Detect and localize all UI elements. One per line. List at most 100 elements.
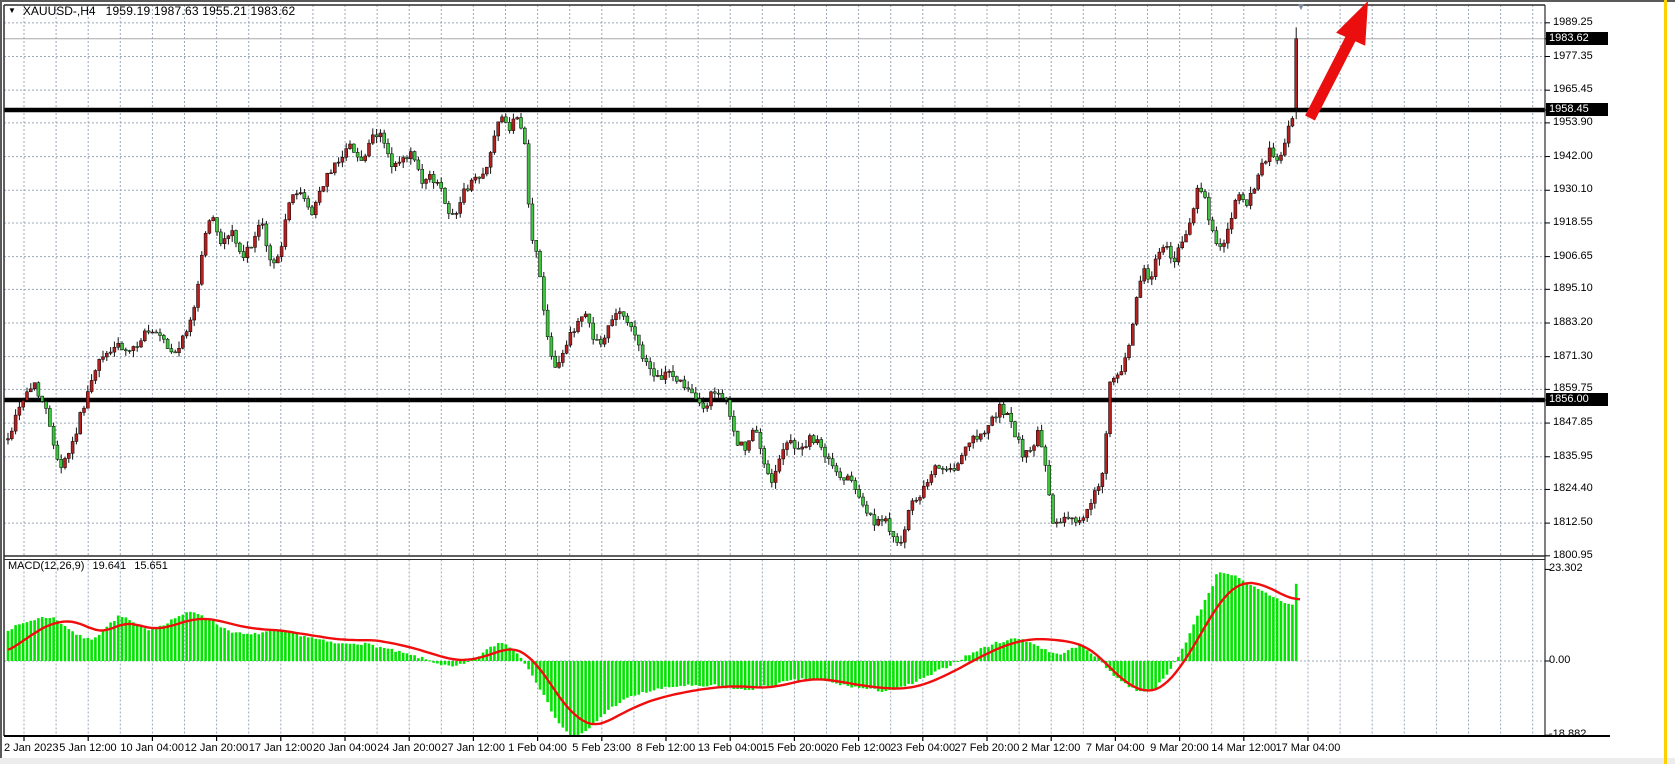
candle[interactable]: [572, 331, 576, 333]
candle[interactable]: [979, 433, 983, 440]
candle[interactable]: [1165, 246, 1169, 248]
candle[interactable]: [1051, 494, 1055, 524]
candle[interactable]: [1024, 450, 1029, 458]
candle[interactable]: [1233, 200, 1238, 219]
candle[interactable]: [112, 347, 117, 353]
candle[interactable]: [59, 459, 63, 468]
candle[interactable]: [675, 376, 679, 382]
candle[interactable]: [1009, 412, 1013, 422]
candle[interactable]: [154, 331, 158, 334]
arrow-shaft[interactable]: [1305, 31, 1358, 121]
candle[interactable]: [1138, 280, 1143, 298]
candle[interactable]: [1039, 430, 1044, 448]
candle[interactable]: [420, 168, 424, 184]
candle[interactable]: [644, 358, 649, 363]
candle[interactable]: [283, 219, 288, 247]
candle[interactable]: [1108, 381, 1112, 435]
candle[interactable]: [808, 435, 812, 447]
candle[interactable]: [1058, 521, 1063, 524]
candle[interactable]: [640, 344, 645, 359]
candle[interactable]: [1176, 247, 1181, 263]
candle[interactable]: [127, 350, 132, 352]
candle[interactable]: [827, 456, 831, 459]
candle[interactable]: [789, 440, 793, 444]
candle[interactable]: [203, 232, 208, 256]
candle[interactable]: [6, 438, 10, 441]
candle[interactable]: [526, 143, 531, 205]
candle[interactable]: [97, 359, 101, 371]
candle[interactable]: [139, 340, 143, 348]
candle[interactable]: [542, 276, 546, 311]
candle[interactable]: [929, 474, 934, 483]
candle[interactable]: [967, 442, 972, 448]
candle[interactable]: [173, 351, 177, 354]
candle[interactable]: [184, 331, 189, 337]
candle[interactable]: [682, 379, 687, 389]
candle[interactable]: [1131, 323, 1135, 346]
chart-shift-marker-icon[interactable]: ▼: [1296, 2, 1306, 13]
candle[interactable]: [834, 465, 839, 473]
candle[interactable]: [777, 458, 782, 472]
candle[interactable]: [906, 510, 911, 531]
candle[interactable]: [74, 433, 79, 442]
candle[interactable]: [89, 380, 94, 392]
candle[interactable]: [732, 416, 736, 432]
candle[interactable]: [762, 448, 766, 465]
candle[interactable]: [610, 319, 614, 326]
candle[interactable]: [405, 157, 409, 160]
candle[interactable]: [1294, 38, 1298, 109]
candle[interactable]: [1119, 371, 1124, 376]
candle[interactable]: [568, 332, 573, 346]
candle[interactable]: [701, 402, 706, 409]
candle[interactable]: [253, 236, 257, 248]
candle[interactable]: [1207, 197, 1211, 221]
candle[interactable]: [397, 161, 402, 164]
candle[interactable]: [382, 132, 386, 144]
candle[interactable]: [716, 392, 721, 395]
candle[interactable]: [838, 471, 842, 478]
candle[interactable]: [21, 400, 25, 408]
candle[interactable]: [564, 344, 569, 354]
candle[interactable]: [344, 148, 348, 158]
candle[interactable]: [507, 122, 512, 131]
candle[interactable]: [1089, 503, 1093, 510]
candle[interactable]: [648, 361, 652, 370]
candle[interactable]: [447, 203, 451, 214]
candle[interactable]: [78, 412, 82, 435]
candle[interactable]: [1210, 219, 1215, 232]
candle[interactable]: [386, 142, 390, 155]
candle[interactable]: [667, 371, 671, 373]
candle[interactable]: [754, 429, 759, 433]
candle[interactable]: [1199, 187, 1203, 192]
candle[interactable]: [36, 382, 41, 397]
candle[interactable]: [181, 335, 185, 349]
candle[interactable]: [450, 213, 455, 215]
candle[interactable]: [200, 254, 204, 285]
candle[interactable]: [276, 256, 280, 264]
candle[interactable]: [67, 453, 71, 459]
candle[interactable]: [1195, 187, 1200, 209]
candle[interactable]: [998, 403, 1002, 418]
candle[interactable]: [279, 246, 284, 257]
candle[interactable]: [785, 442, 789, 450]
candle[interactable]: [454, 213, 459, 215]
candle[interactable]: [333, 162, 337, 174]
candle[interactable]: [1032, 445, 1036, 451]
candle[interactable]: [287, 202, 291, 221]
candle[interactable]: [1271, 147, 1276, 158]
candle[interactable]: [1062, 516, 1067, 523]
candle[interactable]: [659, 375, 664, 380]
candle[interactable]: [196, 283, 200, 308]
candle[interactable]: [249, 246, 253, 249]
candle[interactable]: [443, 188, 447, 204]
horizontal-level-lines[interactable]: [4, 107, 1545, 403]
candle[interactable]: [602, 337, 607, 345]
candle[interactable]: [591, 322, 595, 340]
arrow-head[interactable]: [1336, 1, 1368, 46]
candle[interactable]: [131, 346, 136, 351]
candle[interactable]: [1001, 403, 1006, 416]
candle[interactable]: [374, 134, 379, 138]
candle[interactable]: [960, 455, 964, 464]
candle[interactable]: [63, 458, 67, 468]
candle[interactable]: [1237, 194, 1241, 201]
